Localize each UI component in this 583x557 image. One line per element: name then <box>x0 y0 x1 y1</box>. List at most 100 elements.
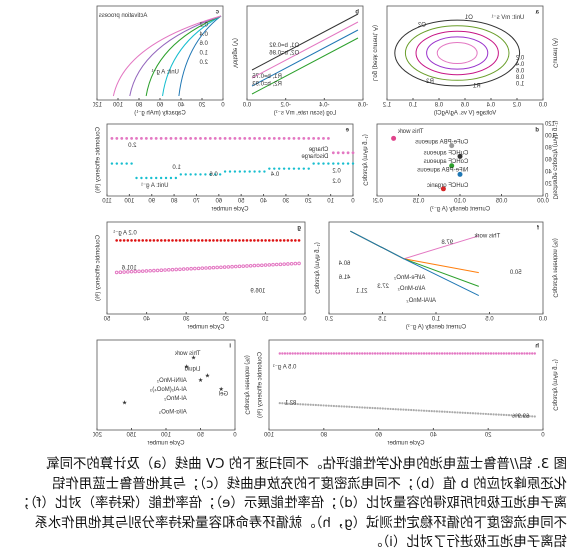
ce-marker <box>194 137 197 140</box>
ce-marker <box>502 352 506 355</box>
x-tick-label: 120 <box>93 103 102 109</box>
annotation: 0.2 <box>515 55 524 61</box>
y-tick-label: 40 <box>544 170 551 176</box>
caption-line: 离子电池正极时所取得的容量对比（d）；倍率性能展示（e）；倍率性能（保持率）对比… <box>16 496 567 511</box>
cap-marker <box>297 261 301 266</box>
ce-marker <box>312 137 316 140</box>
cap-marker <box>268 167 271 170</box>
ce-marker <box>340 352 343 355</box>
ce-marker <box>331 151 335 155</box>
annotation: CoHCF aqueous <box>424 159 469 165</box>
x-tick-label: 0 <box>303 317 307 323</box>
ce-marker <box>243 137 247 140</box>
x-tick-label: 1.2 <box>383 103 391 109</box>
ce-marker <box>346 151 350 155</box>
annotation: Al-MnO₂ <box>163 396 186 402</box>
ce-marker <box>412 352 415 355</box>
ce-marker <box>282 137 286 140</box>
ce-marker <box>137 239 141 242</box>
ce-marker <box>443 352 446 355</box>
cap-marker <box>404 408 408 411</box>
annotation: 0.2 <box>332 179 341 185</box>
cap-marker <box>226 265 231 269</box>
cap-marker <box>392 407 395 411</box>
panel-c: c 0 20 40 60 80 100 120 Capacity (mAh g⁻¹) Voltag… <box>93 5 237 117</box>
ce-marker <box>327 352 330 355</box>
x-tick-label: 0 <box>351 199 355 205</box>
cap-marker <box>325 404 328 407</box>
cv-loop <box>404 25 510 81</box>
ce-marker <box>394 352 397 355</box>
annotation: 0.4 <box>515 62 524 68</box>
x-tick-label: 0.8 <box>434 103 443 109</box>
ce-marker <box>342 352 346 355</box>
ce-marker <box>453 352 457 355</box>
ce-marker <box>461 352 464 355</box>
ce-marker <box>474 352 477 355</box>
ce-marker <box>263 137 266 140</box>
cap-marker <box>507 414 511 417</box>
ce-marker <box>213 137 217 140</box>
cap-marker <box>376 407 379 410</box>
gcd-curve <box>129 15 222 97</box>
cap-marker <box>433 410 436 413</box>
annotation: Al-Al₂(MoO₄)₃ <box>149 387 186 393</box>
x-tick-label: 10 <box>261 317 268 323</box>
cap-marker <box>420 409 423 412</box>
cap-marker <box>350 405 354 409</box>
cap-marker <box>348 405 351 408</box>
x-tick-label: 0.4 <box>486 103 495 109</box>
cap-marker <box>381 407 384 410</box>
cap-marker <box>286 402 289 405</box>
ce-marker <box>223 239 226 242</box>
ce-marker <box>322 352 325 355</box>
y2-axis-label: Coulombic efficiency (%) <box>96 127 102 193</box>
panel-letter: a <box>535 10 539 16</box>
cap-marker <box>482 412 485 415</box>
cap-marker <box>500 413 503 416</box>
annotation: CuHCF aqueous <box>424 150 469 156</box>
ce-marker <box>361 352 364 355</box>
ce-marker <box>130 137 133 140</box>
x-axis-label: Cycle number <box>187 325 224 331</box>
ce-marker <box>164 137 168 140</box>
cap-marker <box>301 403 305 406</box>
cap-marker <box>170 267 175 272</box>
ce-marker <box>297 239 301 242</box>
annotation: Activation process <box>99 13 148 19</box>
annotation: Gel <box>219 392 228 398</box>
x-tick-label: 1.5 <box>378 317 387 323</box>
annotation: 101.6 <box>121 266 137 272</box>
ce-marker <box>294 352 297 355</box>
cap-marker <box>278 262 283 267</box>
ce-marker <box>366 352 369 355</box>
ce-marker <box>520 352 524 355</box>
caption-line: 铝离子电池正极进行了对比（i）。 <box>369 535 567 550</box>
annotation: 41.6 <box>338 275 350 281</box>
cap-marker <box>248 263 253 268</box>
annotation: 21.1 <box>355 289 367 295</box>
cap-marker <box>464 411 467 414</box>
ce-marker <box>322 137 325 140</box>
ce-marker <box>154 137 158 140</box>
ce-marker <box>218 137 222 140</box>
cap-marker <box>204 173 207 176</box>
cap-marker <box>309 403 312 406</box>
annotation: 0.2 <box>332 168 341 174</box>
x-tick-label: 0.2 <box>512 103 521 109</box>
ce-marker <box>144 137 148 140</box>
ce-marker <box>373 352 377 355</box>
plot-frame <box>268 339 544 431</box>
annotation: 0.2 <box>199 22 208 28</box>
ce-marker <box>404 352 408 355</box>
x-tick-label: 80 <box>170 199 177 205</box>
cap-marker <box>207 266 212 270</box>
ce-marker <box>169 137 173 140</box>
x-tick-label: 0 <box>233 433 237 439</box>
ce-marker <box>494 352 498 355</box>
annotation: Al/Ni-MnO₂ <box>156 378 187 384</box>
ce-marker <box>297 137 301 140</box>
ce-marker <box>233 137 237 140</box>
cap-marker <box>148 268 152 273</box>
cap-marker <box>263 170 266 173</box>
